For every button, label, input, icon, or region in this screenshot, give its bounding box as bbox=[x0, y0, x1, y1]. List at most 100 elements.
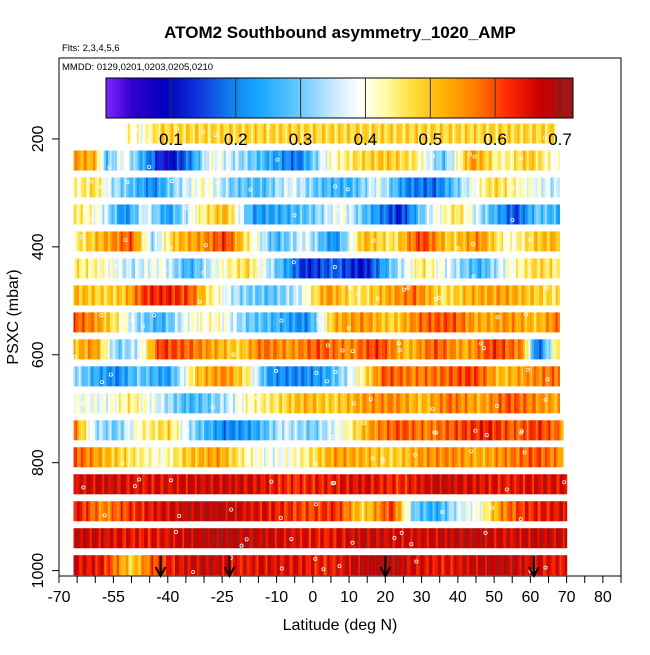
heatmap-cell bbox=[247, 258, 250, 279]
heatmap-cell bbox=[461, 474, 464, 495]
heatmap-cell bbox=[341, 258, 345, 279]
heatmap-cell bbox=[218, 204, 221, 225]
heatmap-cell bbox=[327, 528, 330, 549]
heatmap-cell bbox=[289, 393, 292, 414]
heatmap-cell bbox=[443, 177, 446, 198]
heatmap-cell bbox=[330, 204, 334, 225]
heatmap-cell bbox=[243, 150, 247, 171]
heatmap-cell bbox=[267, 150, 270, 171]
heatmap-cell bbox=[271, 366, 274, 387]
heatmap-cell bbox=[294, 555, 298, 576]
heatmap-cell bbox=[240, 204, 243, 225]
sample-marker bbox=[473, 428, 478, 433]
heatmap-cell bbox=[450, 312, 453, 333]
heatmap-cell bbox=[267, 420, 270, 441]
heatmap-cell bbox=[171, 393, 174, 414]
heatmap-cell bbox=[385, 150, 388, 171]
heatmap-cell bbox=[258, 258, 261, 279]
heatmap-cell bbox=[289, 501, 292, 522]
heatmap-cell bbox=[492, 366, 495, 387]
heatmap-cell bbox=[294, 123, 298, 144]
heatmap-cell bbox=[189, 258, 192, 279]
heatmap-cell bbox=[280, 285, 283, 306]
heatmap-cell bbox=[169, 285, 172, 306]
heatmap-cell bbox=[267, 447, 270, 468]
heatmap-cell bbox=[84, 501, 87, 522]
heatmap-cell bbox=[425, 339, 428, 360]
heatmap-cell bbox=[323, 231, 327, 252]
heatmap-cell bbox=[129, 447, 133, 468]
heatmap-cell bbox=[477, 177, 481, 198]
heatmap-cell bbox=[149, 555, 153, 576]
heatmap-cell bbox=[149, 150, 153, 171]
heatmap-cell bbox=[204, 312, 207, 333]
heatmap-cell bbox=[432, 528, 435, 549]
heatmap-cell bbox=[550, 393, 553, 414]
heatmap-cell bbox=[274, 555, 278, 576]
heatmap-cell bbox=[345, 204, 348, 225]
heatmap-cell bbox=[198, 258, 202, 279]
heatmap-cell bbox=[463, 555, 466, 576]
heatmap-cell bbox=[310, 366, 314, 387]
heatmap-cell bbox=[184, 393, 187, 414]
heatmap-cell bbox=[117, 285, 120, 306]
sample-marker bbox=[104, 261, 109, 266]
heatmap-cell bbox=[287, 528, 290, 549]
heatmap-cell bbox=[262, 501, 265, 522]
heatmap-cell bbox=[256, 150, 260, 171]
heatmap-cell bbox=[231, 528, 234, 549]
heatmap-cell bbox=[314, 150, 318, 171]
heatmap-cell bbox=[314, 123, 318, 144]
heatmap-cell bbox=[334, 231, 337, 252]
heatmap-cell bbox=[283, 366, 287, 387]
heatmap-cell bbox=[280, 177, 283, 198]
heatmap-cell bbox=[84, 366, 87, 387]
heatmap-cell bbox=[198, 555, 202, 576]
heatmap-cell bbox=[381, 285, 385, 306]
heatmap-cell bbox=[523, 339, 526, 360]
heatmap-cell bbox=[428, 258, 432, 279]
heatmap-cell bbox=[352, 285, 356, 306]
heatmap-cell bbox=[361, 366, 365, 387]
heatmap-cell bbox=[470, 501, 473, 522]
heatmap-cell bbox=[138, 501, 142, 522]
heatmap-cell bbox=[479, 393, 483, 414]
heatmap-cell bbox=[160, 555, 163, 576]
heatmap-cell bbox=[414, 420, 417, 441]
heatmap-cell bbox=[497, 312, 501, 333]
heatmap-cell bbox=[332, 393, 336, 414]
heatmap-cell bbox=[553, 150, 557, 171]
heatmap-cell bbox=[325, 177, 328, 198]
sample-marker bbox=[162, 268, 167, 273]
heatmap-cell bbox=[385, 204, 388, 225]
heatmap-cell bbox=[546, 555, 550, 576]
heatmap-cell bbox=[557, 177, 560, 198]
heatmap-cell bbox=[407, 528, 410, 549]
heatmap-cell bbox=[233, 555, 236, 576]
sample-marker bbox=[159, 462, 164, 467]
heatmap-cell bbox=[169, 312, 172, 333]
heatmap-cell bbox=[109, 501, 113, 522]
heatmap-cell bbox=[359, 474, 363, 495]
heatmap-cell bbox=[229, 258, 232, 279]
heatmap-cell bbox=[488, 555, 492, 576]
heatmap-cell bbox=[390, 501, 394, 522]
heatmap-cell bbox=[461, 555, 464, 576]
heatmap-cell bbox=[321, 258, 325, 279]
heatmap-cell bbox=[416, 204, 419, 225]
heatmap-cell bbox=[379, 204, 383, 225]
heatmap-cell bbox=[533, 339, 537, 360]
heatmap-cell bbox=[263, 420, 267, 441]
heatmap-cell bbox=[466, 420, 470, 441]
heatmap-cell bbox=[497, 258, 501, 279]
heatmap-cell bbox=[243, 555, 247, 576]
heatmap-cell bbox=[535, 366, 539, 387]
heatmap-cell bbox=[532, 285, 535, 306]
heatmap-cell bbox=[408, 312, 412, 333]
heatmap-cell bbox=[276, 501, 279, 522]
heatmap-cell bbox=[117, 312, 120, 333]
heatmap-cell bbox=[492, 420, 495, 441]
heatmap-cell bbox=[504, 312, 508, 333]
heatmap-cell bbox=[441, 339, 444, 360]
heatmap-cell bbox=[367, 285, 370, 306]
